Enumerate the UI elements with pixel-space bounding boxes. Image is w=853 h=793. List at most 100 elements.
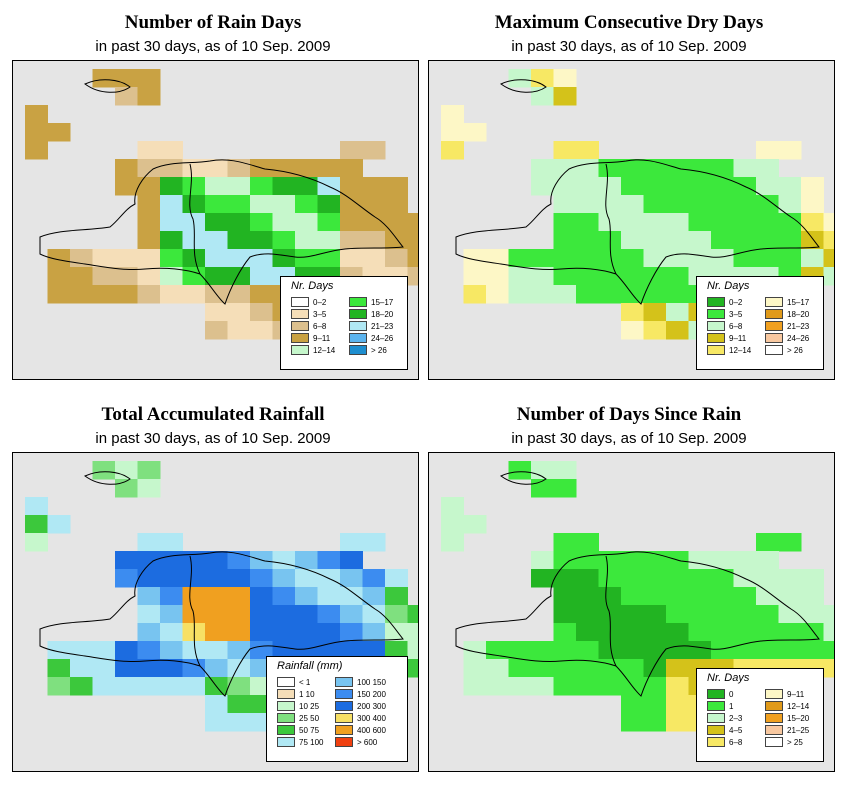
grid-cell (272, 605, 296, 624)
grid-cell (531, 249, 554, 268)
grid-cell (92, 641, 116, 660)
legend-swatch (349, 309, 367, 319)
grid-cell (182, 659, 206, 678)
grid-cell (340, 159, 363, 178)
grid-cell (182, 159, 206, 178)
legend-item: 6–8 (291, 321, 326, 332)
grid-cell (823, 213, 834, 232)
grid-cell (553, 141, 577, 160)
grid-cell (643, 177, 667, 196)
grid-cell (688, 641, 712, 660)
grid-cell (137, 479, 161, 498)
grid-cell (227, 249, 251, 268)
grid-cell (137, 195, 161, 214)
legend-item: 15–20 (765, 713, 809, 724)
legend-swatch (765, 333, 783, 343)
legend-label: 21–23 (371, 322, 394, 331)
grid-cell (272, 249, 296, 268)
grid-cell (407, 267, 418, 286)
grid-cell (621, 551, 644, 570)
legend-label: > 25 (787, 738, 803, 747)
grid-cell (160, 195, 183, 214)
grid-cell (441, 497, 464, 516)
grid-cell (733, 159, 757, 178)
grid-cell (778, 533, 802, 552)
grid-cell (182, 551, 206, 570)
grid-cell (666, 623, 689, 642)
legend-label: 100 150 (357, 678, 386, 687)
grid-cell (711, 177, 734, 196)
coastline (39, 551, 404, 697)
grid-cell (227, 587, 251, 606)
grid-cell (340, 141, 363, 160)
grid-cell (801, 177, 824, 196)
grid-cell (486, 677, 509, 696)
grid-cell (643, 267, 667, 286)
grid-cell (666, 267, 689, 286)
grid-cell (441, 141, 464, 160)
grid-cell (553, 533, 577, 552)
legend-swatch (349, 345, 367, 355)
grid-cell (182, 267, 206, 286)
legend-swatch (765, 309, 783, 319)
grid-cell (317, 551, 341, 570)
grid-cell (643, 695, 667, 714)
grid-cell (115, 677, 138, 696)
grid-cell (115, 159, 138, 178)
grid-cell (711, 623, 734, 642)
grid-cell (441, 123, 464, 142)
grid-cell (47, 515, 71, 534)
grid-cell (340, 605, 363, 624)
legend-item: 100 150 (335, 677, 386, 688)
grid-cell (340, 195, 363, 214)
grid-cell (137, 267, 161, 286)
grid-cell (47, 267, 71, 286)
legend-item: 18–20 (349, 309, 393, 320)
grid-cell (756, 159, 779, 178)
grid-cell (576, 159, 599, 178)
grid-cell (160, 659, 183, 678)
grid-cell (666, 569, 689, 588)
grid-cell (362, 641, 386, 660)
grid-cell (531, 641, 554, 660)
grid-cell (801, 569, 824, 588)
legend-item: 21–23 (349, 321, 393, 332)
grid-cell (553, 677, 577, 696)
grid-cell (227, 605, 251, 624)
grid-cell (182, 285, 206, 304)
grid-cell (340, 551, 363, 570)
grid-cell (47, 641, 71, 660)
grid-cell (643, 713, 667, 732)
grid-cell (711, 587, 734, 606)
grid-cell (643, 249, 667, 268)
grid-cell (47, 677, 71, 696)
grid-cell (385, 195, 408, 214)
legend-label: 24–26 (371, 334, 394, 343)
panel-title: Number of Rain Days (124, 12, 302, 33)
grid-cell (250, 177, 273, 196)
grid-cell (823, 267, 834, 286)
grid-cell (643, 195, 667, 214)
grid-cell (576, 569, 599, 588)
legend-item: 3–5 (291, 309, 326, 320)
grid-cell (576, 605, 599, 624)
legend-swatch (707, 713, 725, 723)
grid-cell (756, 533, 779, 552)
panel-title: Number of Days Since Rain (516, 404, 742, 425)
grid-cell (463, 515, 487, 534)
grid-cell (272, 177, 296, 196)
grid-cell (295, 177, 318, 196)
grid-cell (756, 587, 779, 606)
grid-cell (486, 659, 509, 678)
legend-label: 12–14 (729, 346, 752, 355)
grid-cell (463, 641, 487, 660)
grid-cell (227, 641, 251, 660)
grid-cell (598, 177, 622, 196)
grid-cell (407, 623, 418, 642)
grid-cell (47, 659, 71, 678)
grid-cell (182, 569, 206, 588)
legend-label: 400 600 (357, 726, 386, 735)
grid-cell (778, 623, 802, 642)
grid-cell (137, 587, 161, 606)
grid-cell (531, 659, 554, 678)
